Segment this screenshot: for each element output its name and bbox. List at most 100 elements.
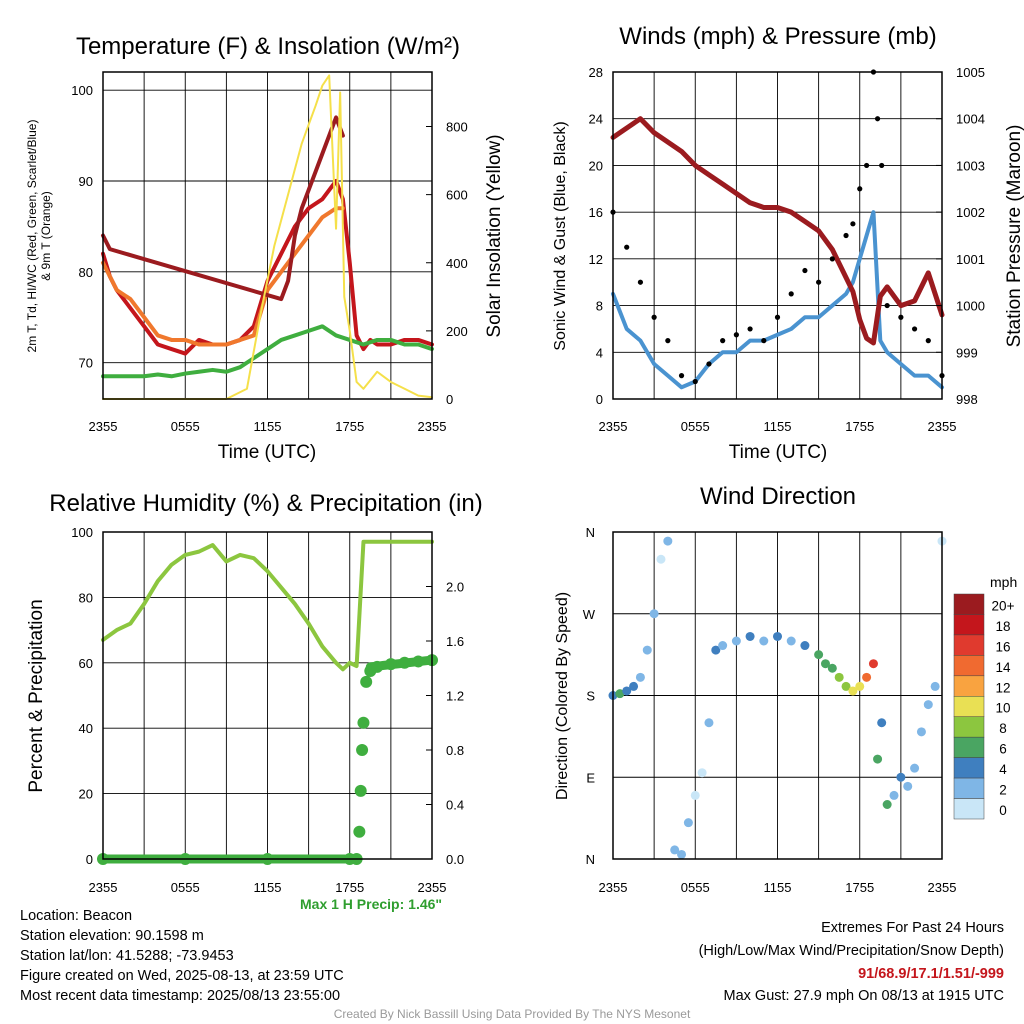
info-recent: Most recent data timestamp: 2025/08/13 2…	[20, 988, 341, 1004]
gust-point	[637, 279, 644, 285]
temperature-panel: Temperature (F) & Insolation (W/m²) 2355…	[25, 33, 505, 463]
y-tick-label-left: 20	[589, 158, 603, 173]
y-tick-label-right: 200	[446, 324, 468, 339]
winds-ylabel-right: Station Pressure (Maroon)	[1004, 125, 1024, 348]
legend-label: 0	[999, 803, 1007, 818]
precip-point	[412, 655, 425, 668]
direction-point	[882, 800, 892, 809]
winds-panel: Winds (mph) & Pressure (mb) 2355 0555 1155…	[552, 23, 1024, 463]
temp-9m-line	[101, 206, 345, 347]
legend-label: 4	[999, 762, 1007, 777]
direction-point	[873, 754, 883, 764]
y-tick-label-left: 90	[79, 174, 93, 189]
direction-point	[773, 631, 782, 641]
extremes-gust: Max Gust: 27.9 mph On 08/13 at 1915 UTC	[723, 988, 1004, 1004]
direction-ticks: 2355 0555 1155 1755 2355 N E S W N	[583, 525, 957, 895]
temperature-ticks: 2355 0555 1155 1755 2355 70 80 90 100 0 200 400 600 8…	[71, 83, 467, 434]
x-tick-label: 2355	[418, 880, 447, 895]
y-tick-label-right: 0.0	[446, 852, 464, 867]
y-tick-label-left: 0	[86, 852, 93, 867]
winds-grid	[613, 71, 942, 400]
gust-point	[624, 244, 630, 250]
precip-point	[354, 784, 367, 797]
direction-point	[635, 672, 645, 682]
legend-label: 10	[995, 701, 1010, 716]
y-tick-label-right: 1001	[956, 252, 985, 267]
direction-point	[916, 727, 926, 737]
x-tick-label: 2355	[599, 419, 628, 434]
y-tick-label-left: 60	[79, 656, 93, 671]
direction-ylabel-left: Direction (Colored By Speed)	[554, 592, 571, 800]
y-tick-label-left: 0	[596, 392, 603, 407]
legend-swatch	[953, 614, 985, 636]
y-tick-label-left: 24	[589, 112, 603, 127]
direction-point	[649, 609, 659, 619]
y-tick-label-left: 12	[589, 252, 603, 267]
heat-index-line	[101, 115, 345, 302]
temperature-title: Temperature (F) & Insolation (W/m²)	[76, 33, 460, 60]
temperature-frame	[102, 71, 433, 400]
gust-point	[884, 302, 890, 309]
winds-title: Winds (mph) & Pressure (mb)	[619, 23, 936, 50]
direction-point	[910, 763, 920, 773]
legend-swatch	[953, 716, 985, 738]
legend-swatch	[953, 736, 985, 758]
legend-swatch	[953, 777, 985, 799]
x-tick-label: 1155	[254, 419, 282, 434]
dewpoint-line	[101, 324, 434, 379]
direction-point	[877, 718, 887, 728]
precip-point	[357, 716, 370, 729]
gust-point	[857, 186, 863, 192]
y-tick-label-left: 80	[79, 265, 93, 280]
direction-point	[629, 681, 639, 691]
temperature-series	[101, 74, 434, 400]
gust-point	[788, 291, 794, 297]
gust-point	[850, 221, 856, 227]
direction-title: Wind Direction	[700, 483, 856, 510]
extremes-heading: Extremes For Past 24 Hours	[821, 920, 1004, 936]
x-tick-label: 2355	[418, 419, 447, 434]
direction-point	[690, 790, 700, 800]
legend-label: 12	[995, 680, 1010, 695]
sonic-wind-line	[611, 210, 944, 390]
gust-point	[864, 162, 870, 169]
y-tick-label-right: 999	[956, 345, 978, 360]
direction-point	[820, 659, 830, 669]
direction-tick-label: N	[586, 525, 595, 540]
direction-point	[923, 700, 933, 710]
speed-legend: 20+ 18 16 14 12 10 8 6 4 2 0	[953, 593, 1015, 820]
gust-point	[720, 338, 726, 344]
y-tick-label-right: 400	[446, 256, 468, 271]
y-tick-label-right: 600	[446, 188, 468, 203]
y-tick-label-left: 100	[71, 83, 93, 98]
direction-point	[683, 818, 693, 828]
direction-point	[889, 790, 899, 800]
y-tick-label-left: 80	[79, 590, 93, 605]
gust-point	[692, 378, 698, 385]
direction-point	[670, 845, 680, 855]
direction-point	[930, 681, 940, 691]
y-tick-label-right: 1002	[956, 205, 985, 220]
y-tick-label-right: 0	[446, 392, 453, 407]
gust-point	[874, 116, 881, 122]
y-tick-label-right: 0.4	[446, 798, 464, 813]
y-tick-label-left: 8	[596, 299, 603, 314]
direction-point	[697, 768, 707, 778]
gust-point	[802, 267, 808, 274]
x-tick-label: 1755	[335, 880, 364, 895]
direction-point	[814, 650, 824, 660]
legend-swatch	[953, 634, 985, 656]
direction-point	[615, 689, 625, 699]
legend-swatch	[953, 696, 985, 717]
humidity-panel: Relative Humidity (%) & Precipitation (i…	[26, 490, 483, 895]
direction-point	[759, 636, 769, 646]
y-tick-label-right: 0.8	[446, 743, 464, 758]
direction-point	[827, 663, 837, 673]
legend-label: 20+	[992, 598, 1015, 613]
direction-tick-label: S	[586, 689, 595, 704]
station-pressure-line	[610, 116, 945, 346]
direction-point	[622, 686, 632, 696]
y-tick-label-left: 16	[589, 205, 603, 220]
y-tick-label-right: 1003	[956, 158, 985, 173]
